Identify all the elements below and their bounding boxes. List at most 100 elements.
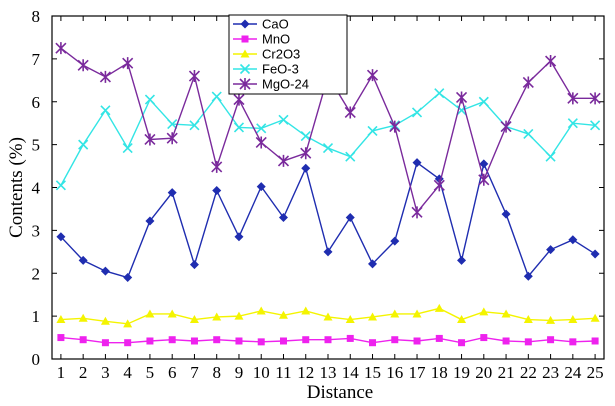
- data-point-mgo-24: [522, 76, 534, 89]
- x-tick-label: 17: [409, 363, 427, 382]
- y-tick-label: 8: [32, 7, 41, 26]
- data-point-mno: [591, 337, 599, 345]
- x-tick-label: 1: [57, 363, 66, 382]
- x-tick-label: 9: [235, 363, 244, 382]
- data-point-cr2o3: [434, 303, 444, 312]
- data-point-mno: [79, 336, 87, 344]
- x-tick-label: 14: [342, 363, 360, 382]
- data-point-mno: [168, 336, 176, 344]
- data-point-mno: [146, 337, 154, 345]
- x-tick-label: 12: [297, 363, 314, 382]
- data-point-mgo-24: [300, 147, 312, 160]
- data-point-feo-3: [55, 180, 66, 191]
- data-point-mgo-24: [411, 206, 423, 219]
- data-point-mgo-24: [277, 154, 290, 167]
- data-point-mno: [524, 338, 532, 346]
- data-point-cr2o3: [278, 310, 288, 319]
- data-point-mgo-24: [211, 160, 223, 173]
- data-point-mno: [302, 336, 310, 344]
- data-point-cao: [78, 255, 88, 265]
- data-point-cr2o3: [368, 312, 378, 321]
- data-point-feo-3: [411, 107, 423, 118]
- data-point-cr2o3: [56, 315, 66, 324]
- x-tick-label: 16: [386, 363, 403, 382]
- legend-item-cr2o3: Cr2O3: [233, 47, 300, 62]
- data-point-cao: [590, 249, 600, 259]
- data-point-feo-3: [434, 88, 445, 99]
- data-point-cr2o3: [390, 309, 400, 318]
- data-point-mgo-24: [389, 120, 401, 133]
- data-point-cao: [479, 159, 489, 169]
- y-tick-label: 3: [32, 221, 41, 240]
- data-point-feo-3: [545, 151, 556, 162]
- data-point-mgo-24: [344, 106, 356, 119]
- data-point-mgo-24: [188, 70, 201, 83]
- legend-marker-mno: [241, 35, 249, 43]
- x-tick-label: 10: [253, 363, 270, 382]
- data-point-feo-3: [478, 96, 489, 107]
- y-tick-label: 5: [32, 136, 41, 155]
- data-point-mgo-24: [567, 92, 579, 105]
- data-point-cr2o3: [546, 315, 556, 324]
- data-point-feo-3: [322, 142, 334, 154]
- y-tick-label: 1: [32, 307, 41, 326]
- data-point-cao: [546, 245, 556, 255]
- x-tick-label: 18: [431, 363, 448, 382]
- legend-marker-cr2o3: [240, 49, 250, 58]
- data-point-cr2o3: [145, 309, 155, 318]
- data-point-cr2o3: [301, 306, 311, 315]
- data-point-cr2o3: [234, 311, 244, 320]
- x-tick-label: 21: [498, 363, 515, 382]
- data-point-cr2o3: [523, 315, 533, 324]
- data-point-cao: [212, 186, 222, 196]
- data-point-mgo-24: [478, 173, 490, 186]
- x-tick-label: 20: [475, 363, 492, 382]
- data-point-cao: [368, 259, 378, 269]
- data-point-feo-3: [211, 91, 222, 102]
- x-tick-label: 19: [453, 363, 470, 382]
- legend-label-feo-3: FeO-3: [262, 62, 299, 77]
- data-point-cao: [234, 232, 244, 242]
- data-point-mno: [190, 337, 198, 345]
- data-point-mgo-24: [589, 92, 601, 105]
- legend-marker-feo-3: [239, 63, 251, 75]
- data-point-cr2o3: [590, 313, 600, 322]
- x-tick-label: 6: [168, 363, 177, 382]
- y-tick-label: 7: [32, 50, 41, 69]
- data-point-cr2o3: [256, 306, 266, 315]
- data-point-mno: [547, 336, 555, 344]
- y-tick-label: 6: [32, 93, 41, 112]
- data-point-feo-3: [122, 142, 133, 154]
- legend-label-mno: MnO: [262, 32, 290, 47]
- data-point-cr2o3: [123, 319, 133, 328]
- legend-item-feo-3: FeO-3: [233, 62, 299, 77]
- x-tick-label: 23: [542, 363, 559, 382]
- data-point-feo-3: [567, 118, 578, 129]
- data-point-cao: [323, 247, 333, 257]
- data-point-mgo-24: [455, 91, 468, 104]
- data-point-cao: [278, 213, 288, 223]
- data-point-mgo-24: [366, 69, 379, 82]
- data-point-mgo-24: [122, 57, 134, 70]
- x-tick-label: 15: [364, 363, 381, 382]
- data-point-mno: [391, 336, 399, 344]
- x-tick-label: 25: [587, 363, 604, 382]
- x-tick-label: 13: [320, 363, 337, 382]
- data-point-feo-3: [100, 105, 111, 116]
- data-point-mno: [57, 334, 65, 342]
- x-tick-label: 8: [212, 363, 221, 382]
- series-cao: [56, 158, 600, 283]
- x-tick-label: 4: [123, 363, 132, 382]
- data-point-cr2o3: [167, 309, 177, 318]
- data-point-cr2o3: [345, 315, 355, 324]
- data-point-mno: [324, 336, 332, 344]
- data-point-cr2o3: [78, 313, 88, 322]
- data-point-mno: [502, 337, 510, 345]
- data-point-cao: [167, 188, 177, 198]
- data-point-mno: [257, 338, 265, 346]
- legend-marker-cao: [240, 19, 250, 29]
- data-point-mgo-24: [55, 42, 67, 55]
- data-point-mgo-24: [433, 179, 445, 192]
- data-point-mgo-24: [77, 59, 89, 72]
- data-point-cr2o3: [457, 315, 467, 324]
